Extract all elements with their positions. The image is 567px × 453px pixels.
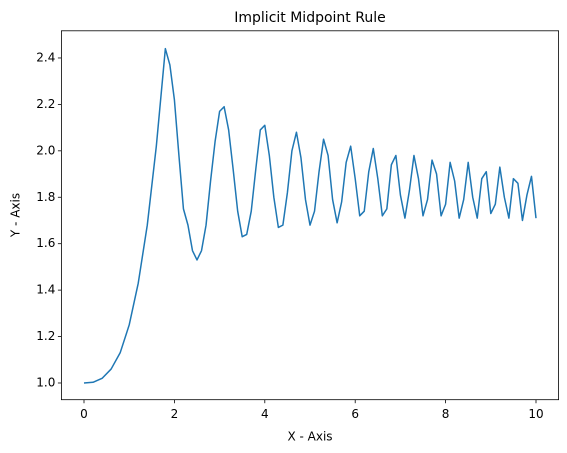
x-tick-label: 6: [351, 407, 359, 421]
data-line: [83, 47, 537, 384]
x-axis-label: X - Axis: [287, 430, 332, 444]
x-tick-label: 2: [171, 407, 179, 421]
plot-frame: [61, 30, 560, 401]
y-tick-label: 2.4: [36, 50, 55, 64]
y-tick-label: 1.0: [36, 375, 55, 389]
x-tick-label: 8: [442, 407, 450, 421]
x-tick-label: 4: [261, 407, 269, 421]
y-tick-label: 2.2: [36, 97, 55, 111]
y-axis-label: Y - Axis: [9, 193, 23, 238]
x-tick-label: 10: [528, 407, 543, 421]
y-tick-label: 1.4: [36, 283, 55, 297]
x-tick-label: 0: [80, 407, 88, 421]
y-tick-label: 2.0: [36, 143, 55, 157]
y-tick-label: 1.6: [36, 236, 55, 250]
y-tick-label: 1.8: [36, 190, 55, 204]
y-tick-label: 1.2: [36, 329, 55, 343]
chart-title: Implicit Midpoint Rule: [234, 10, 385, 26]
